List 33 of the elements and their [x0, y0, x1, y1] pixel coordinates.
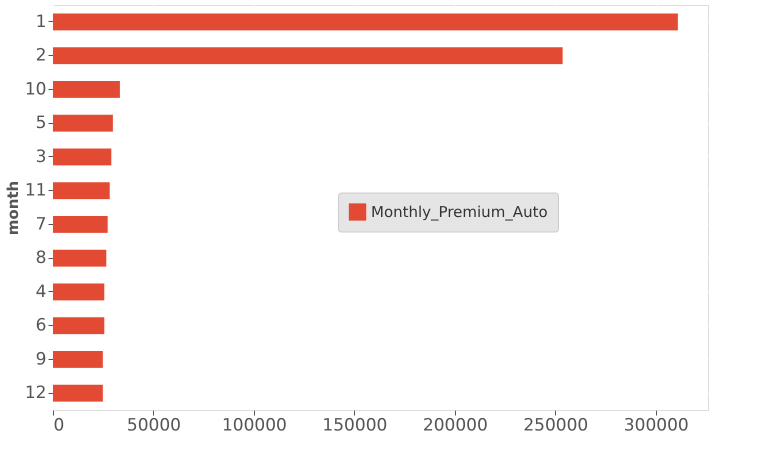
y-tick-label: 2 [36, 46, 46, 66]
y-tick-label: 3 [36, 146, 46, 167]
x-tick-label: 50000 [126, 416, 182, 436]
bar [53, 384, 103, 402]
x-tick-label: 0 [54, 416, 64, 436]
y-tick-label: 4 [36, 282, 46, 302]
y-tick-label: 5 [36, 113, 46, 134]
bar [53, 350, 103, 368]
y-axis-title: month [4, 180, 22, 236]
y-tick-label: 10 [24, 79, 46, 100]
y-tick-label: 11 [24, 180, 46, 201]
bar [53, 114, 113, 132]
y-tick-label: 7 [36, 214, 46, 234]
bar [53, 250, 106, 267]
x-tick-label: 200000 [422, 416, 488, 436]
bar [53, 47, 563, 64]
bar [53, 317, 104, 334]
bar [53, 216, 108, 233]
x-tick-label: 300000 [624, 416, 689, 436]
y-tick-label: 8 [36, 248, 46, 268]
bar [53, 148, 112, 166]
bar [53, 283, 104, 300]
bar [53, 80, 120, 98]
y-tick-label: 6 [36, 316, 46, 336]
y-tick-label: 9 [36, 349, 46, 370]
legend-label: Monthly_Premium_Auto [371, 203, 548, 221]
x-tick-label: 150000 [322, 416, 388, 436]
bar [53, 13, 678, 30]
y-tick-label: 12 [24, 383, 46, 404]
bar [53, 182, 110, 200]
y-tick-label: 1 [36, 12, 46, 32]
x-tick-label: 100000 [222, 416, 287, 436]
x-tick-label: 250000 [523, 416, 588, 436]
